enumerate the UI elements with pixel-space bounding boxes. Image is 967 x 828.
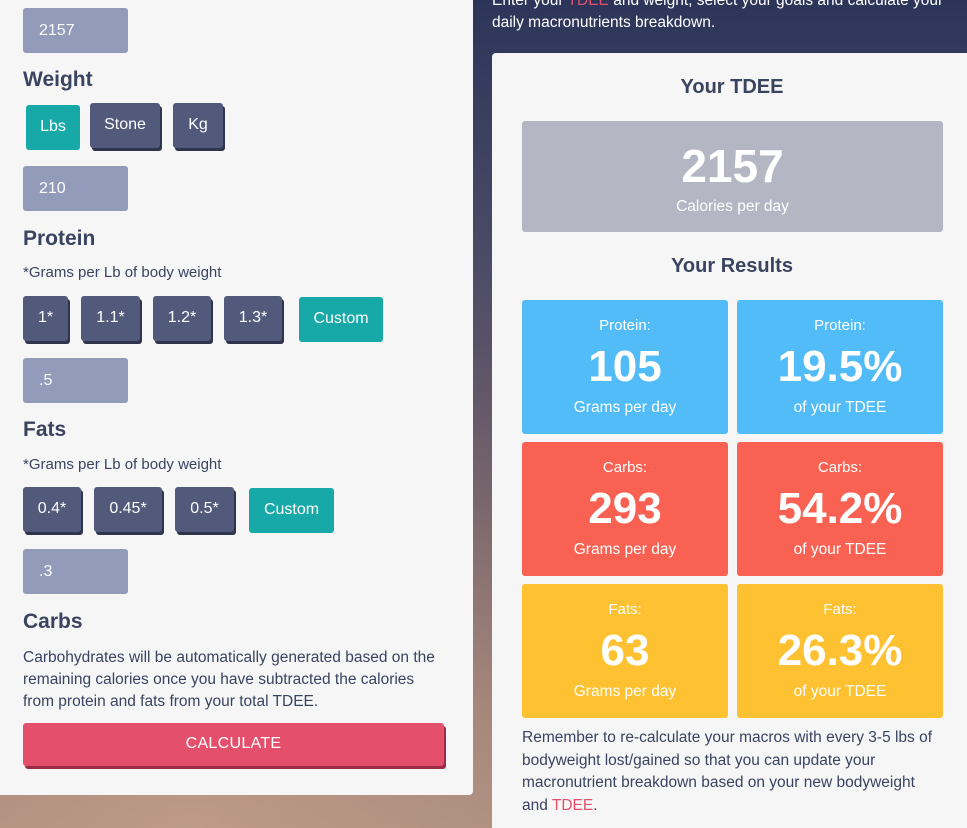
card-label: Grams per day — [573, 399, 677, 416]
protein-grams-card: Protein: 105 Grams per day — [522, 300, 728, 434]
reminder-text-part: and — [522, 796, 552, 814]
card-title: Protein: — [599, 317, 651, 334]
unit-kg-button[interactable]: Kg — [173, 103, 223, 148]
fats-option-0-5[interactable]: 0.5* — [175, 487, 234, 532]
carbs-description-line: remaining calories once you have subtrac… — [23, 671, 415, 688]
card-value: 54.2% — [777, 484, 903, 533]
protein-title: Protein — [23, 227, 96, 250]
card-title: Fats: — [823, 601, 857, 618]
tdee-unit: Calories per day — [676, 198, 789, 215]
reminder-tdee-link[interactable]: TDEE — [551, 796, 594, 814]
macro-form-panel: 2157 Weight Lbs Stone Kg 210 Protein *Gr… — [0, 0, 473, 795]
tdee-box: 2157 Calories per day — [522, 121, 943, 232]
carbs-description: Carbohydrates will be automatically gene… — [23, 647, 453, 713]
card-value: 19.5% — [777, 342, 903, 391]
reminder-line: macronutrient breakdown based on your ne… — [522, 774, 915, 791]
reminder-line: and TDEE. — [522, 795, 947, 818]
fats-percent-card: Fats: 26.3% of your TDEE — [737, 584, 943, 718]
fats-note: *Grams per Lb of body weight — [23, 456, 222, 473]
carbs-grams-card: Carbs: 293 Grams per day — [522, 442, 728, 576]
results-heading: Your Results — [671, 255, 793, 277]
card-title: Carbs: — [817, 459, 863, 476]
card-label: Grams per day — [573, 683, 677, 700]
protein-option-1-1[interactable]: 1.1* — [81, 296, 140, 341]
card-value: 26.3% — [777, 626, 903, 675]
intro-text: Enter your TDEE and weight, select your … — [492, 0, 962, 34]
reminder-text-part: . — [593, 796, 598, 814]
intro-text-part: and weight, select your goals and calcul… — [608, 0, 944, 9]
protein-option-1[interactable]: 1* — [23, 296, 68, 341]
card-label: Grams per day — [573, 541, 677, 558]
fats-option-0-45[interactable]: 0.45* — [94, 487, 162, 532]
unit-lbs-button[interactable]: Lbs — [26, 105, 80, 150]
weight-input[interactable]: 210 — [23, 166, 128, 211]
intro-line-2: daily macronutrients breakdown. — [492, 14, 716, 31]
protein-percent-card: Protein: 19.5% of your TDEE — [737, 300, 943, 434]
protein-option-1-2[interactable]: 1.2* — [153, 296, 211, 341]
protein-custom-button[interactable]: Custom — [299, 297, 383, 342]
tdee-input[interactable]: 2157 — [23, 8, 128, 53]
fats-title: Fats — [23, 418, 67, 441]
carbs-description-line: from protein and fats from your total TD… — [23, 693, 319, 710]
intro-text-part: Enter your — [492, 0, 568, 9]
unit-stone-button[interactable]: Stone — [90, 103, 160, 148]
protein-note: *Grams per Lb of body weight — [23, 264, 222, 281]
protein-custom-input[interactable]: .5 — [23, 358, 128, 403]
reminder-line: Remember to re-calculate your macros wit… — [522, 729, 933, 746]
fats-grams-card: Fats: 63 Grams per day — [522, 584, 728, 718]
carbs-percent-card: Carbs: 54.2% of your TDEE — [737, 442, 943, 576]
tdee-value: 2157 — [681, 140, 784, 192]
tdee-heading: Your TDEE — [680, 76, 784, 98]
results-panel: Your TDEE 2157 Calories per day Your Res… — [492, 53, 967, 828]
intro-tdee-link[interactable]: TDEE — [567, 0, 609, 9]
card-title: Protein: — [814, 317, 866, 334]
card-value: 293 — [588, 484, 662, 533]
card-value: 63 — [600, 626, 650, 675]
calculate-button[interactable]: CALCULATE — [23, 723, 444, 766]
card-label: of your TDEE — [793, 683, 887, 700]
card-value: 105 — [588, 342, 662, 391]
card-label: of your TDEE — [793, 541, 887, 558]
fats-custom-input[interactable]: .3 — [23, 549, 128, 594]
reminder-line: bodyweight lost/gained so that you can u… — [522, 751, 876, 769]
fats-custom-button[interactable]: Custom — [249, 488, 334, 533]
protein-option-1-3[interactable]: 1.3* — [224, 296, 282, 341]
recalculate-reminder: Remember to re-calculate your macros wit… — [522, 727, 947, 817]
intro-line-1: Enter your TDEE and weight, select your … — [492, 0, 962, 12]
card-title: Carbs: — [602, 459, 648, 476]
card-label: of your TDEE — [793, 399, 887, 416]
weight-title: Weight — [23, 68, 93, 91]
carbs-title: Carbs — [23, 610, 83, 633]
fats-option-0-4[interactable]: 0.4* — [23, 487, 81, 532]
carbs-description-line: Carbohydrates will be automatically gene… — [23, 649, 435, 666]
card-title: Fats: — [608, 601, 642, 618]
